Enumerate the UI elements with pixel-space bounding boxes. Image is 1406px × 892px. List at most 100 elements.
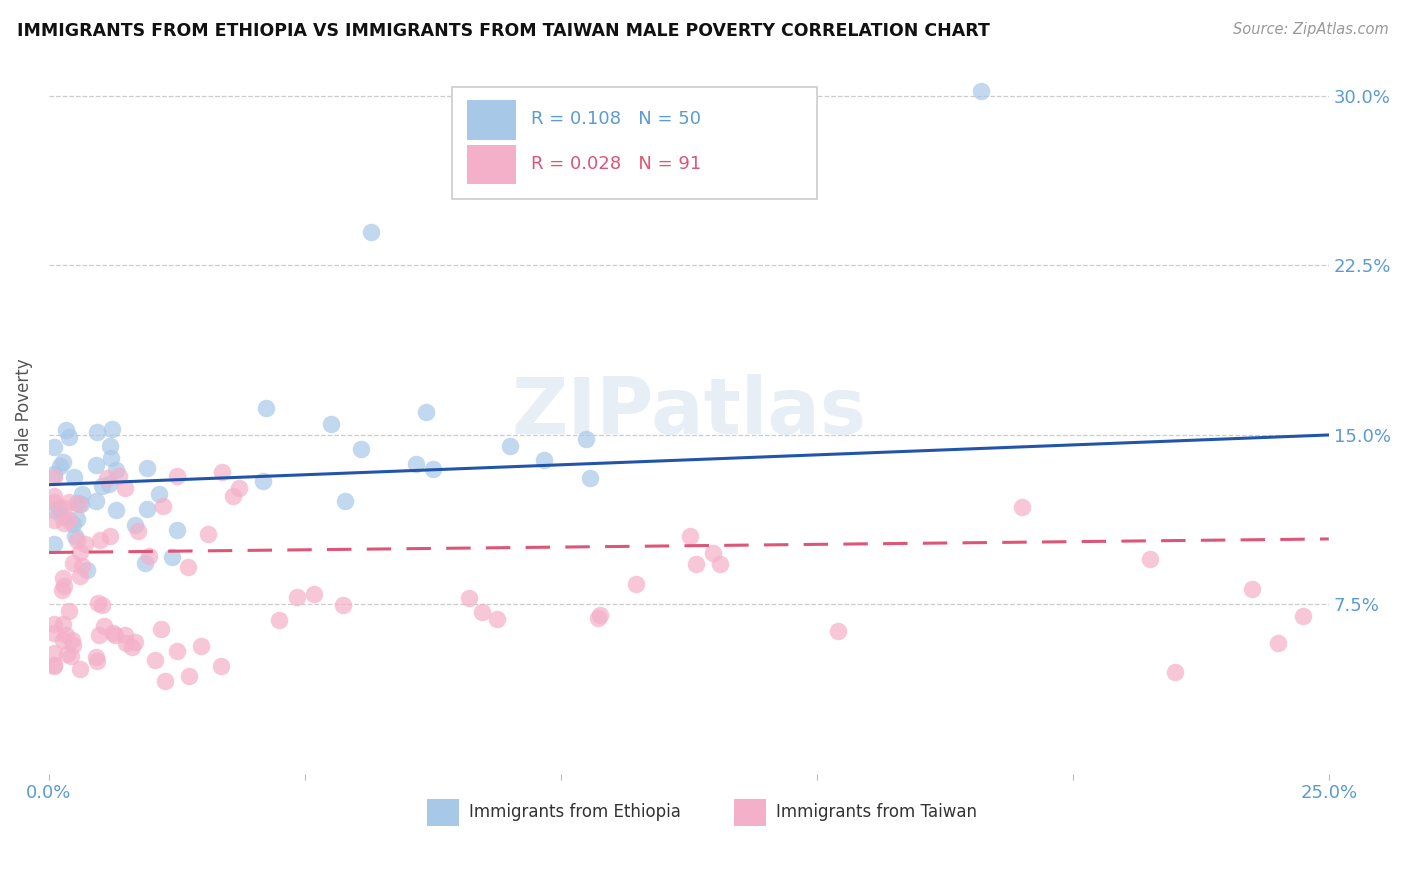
Point xyxy=(827,624,849,638)
Point xyxy=(66,496,89,510)
Point xyxy=(62,556,84,570)
Bar xyxy=(734,798,766,826)
Point xyxy=(533,452,555,467)
Point xyxy=(969,84,991,98)
Point xyxy=(42,646,65,660)
Point xyxy=(76,563,98,577)
Bar xyxy=(426,798,458,826)
Point xyxy=(90,479,112,493)
Bar xyxy=(467,100,516,140)
Point xyxy=(62,470,84,484)
Point xyxy=(51,582,73,597)
Point xyxy=(42,470,65,484)
Point xyxy=(52,571,75,585)
Point xyxy=(485,612,508,626)
Point xyxy=(84,458,107,472)
Point xyxy=(42,659,65,673)
Point xyxy=(166,643,188,657)
Point xyxy=(70,486,93,500)
Point xyxy=(42,616,65,631)
Point xyxy=(457,591,479,605)
Point xyxy=(121,640,143,654)
Point xyxy=(360,225,382,239)
Bar xyxy=(453,87,817,199)
Point xyxy=(98,529,121,543)
Point xyxy=(86,596,108,610)
Point xyxy=(228,481,250,495)
Point xyxy=(179,669,201,683)
Point xyxy=(319,417,342,431)
Point xyxy=(709,557,731,571)
Point xyxy=(254,401,277,416)
Point xyxy=(72,559,94,574)
Point xyxy=(52,617,75,632)
Point xyxy=(499,439,522,453)
Point xyxy=(211,465,233,479)
Point xyxy=(702,546,724,560)
Point xyxy=(1164,665,1187,680)
Text: ZIPatlas: ZIPatlas xyxy=(512,375,866,450)
Point xyxy=(86,649,108,664)
Point xyxy=(148,487,170,501)
Point xyxy=(52,455,75,469)
Point xyxy=(104,503,127,517)
Bar xyxy=(467,145,516,185)
Point xyxy=(52,516,75,530)
Point xyxy=(42,625,65,640)
Point xyxy=(103,628,125,642)
Point xyxy=(1011,500,1033,515)
Text: Source: ZipAtlas.com: Source: ZipAtlas.com xyxy=(1233,22,1389,37)
Point xyxy=(579,471,602,485)
Point xyxy=(143,653,166,667)
Point xyxy=(42,502,65,516)
Point xyxy=(136,501,159,516)
Point xyxy=(127,524,149,538)
Point xyxy=(124,518,146,533)
Point xyxy=(69,569,91,583)
Point xyxy=(52,632,75,647)
Point xyxy=(679,529,702,543)
Text: IMMIGRANTS FROM ETHIOPIA VS IMMIGRANTS FROM TAIWAN MALE POVERTY CORRELATION CHAR: IMMIGRANTS FROM ETHIOPIA VS IMMIGRANTS F… xyxy=(17,22,990,40)
Point xyxy=(75,537,97,551)
Point xyxy=(252,475,274,489)
Point xyxy=(42,441,65,455)
Point xyxy=(67,497,90,511)
Point xyxy=(63,529,86,543)
Point xyxy=(66,512,89,526)
Point xyxy=(405,458,427,472)
Point xyxy=(69,662,91,676)
Point xyxy=(56,648,79,662)
Point xyxy=(58,430,80,444)
Point xyxy=(269,614,291,628)
Point xyxy=(222,489,245,503)
Point xyxy=(62,517,84,532)
Point xyxy=(350,442,373,456)
Point xyxy=(89,628,111,642)
Point xyxy=(86,654,108,668)
Text: Immigrants from Taiwan: Immigrants from Taiwan xyxy=(776,804,977,822)
Point xyxy=(100,450,122,465)
Point xyxy=(114,481,136,495)
Point xyxy=(586,611,609,625)
Point xyxy=(98,439,121,453)
Point xyxy=(104,463,127,477)
Point xyxy=(422,462,444,476)
Point xyxy=(58,513,80,527)
Point xyxy=(48,459,70,474)
Text: Immigrants from Ethiopia: Immigrants from Ethiopia xyxy=(468,804,681,822)
Point xyxy=(60,633,83,648)
Point xyxy=(160,549,183,564)
Point xyxy=(90,599,112,613)
Point xyxy=(42,537,65,551)
Point xyxy=(58,603,80,617)
Point xyxy=(69,497,91,511)
Text: R = 0.028   N = 91: R = 0.028 N = 91 xyxy=(531,155,702,173)
Point xyxy=(134,556,156,570)
Point xyxy=(96,471,118,485)
Point xyxy=(48,500,70,515)
Point xyxy=(115,635,138,649)
Point xyxy=(66,533,89,547)
Point xyxy=(333,494,356,508)
Point xyxy=(1139,552,1161,566)
Point xyxy=(304,587,326,601)
